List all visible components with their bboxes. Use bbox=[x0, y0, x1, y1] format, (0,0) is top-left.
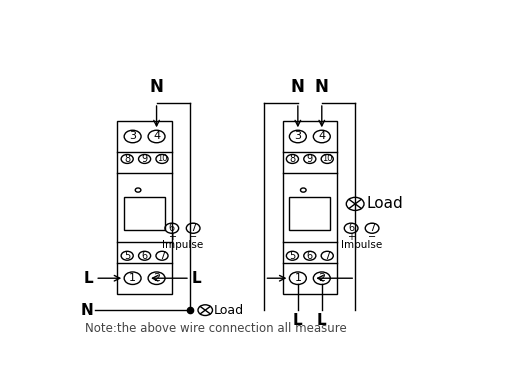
Text: 5: 5 bbox=[289, 251, 295, 261]
Text: Note:the above wire connection all measure: Note:the above wire connection all measu… bbox=[85, 322, 347, 334]
Text: 8: 8 bbox=[124, 154, 130, 164]
Text: 7: 7 bbox=[369, 223, 375, 233]
Text: 5: 5 bbox=[124, 251, 131, 261]
Text: +: + bbox=[347, 231, 355, 241]
Text: Impulse: Impulse bbox=[162, 240, 203, 250]
Text: Load: Load bbox=[214, 304, 244, 317]
Text: L: L bbox=[84, 271, 93, 286]
Text: 9: 9 bbox=[307, 154, 313, 164]
Text: 7: 7 bbox=[190, 223, 196, 233]
Text: N: N bbox=[315, 78, 329, 96]
Text: 3: 3 bbox=[294, 132, 302, 142]
Text: +: + bbox=[168, 231, 176, 241]
Text: 8: 8 bbox=[289, 154, 295, 164]
Text: N: N bbox=[291, 78, 305, 96]
Text: 6: 6 bbox=[307, 251, 313, 261]
Text: −: − bbox=[368, 231, 376, 241]
Text: 9: 9 bbox=[141, 154, 148, 164]
Text: N: N bbox=[150, 78, 163, 96]
Bar bbox=[283, 121, 337, 294]
Text: 7: 7 bbox=[324, 251, 330, 261]
Text: 7: 7 bbox=[159, 251, 165, 261]
Text: 2: 2 bbox=[318, 273, 326, 283]
Text: 10: 10 bbox=[157, 154, 167, 163]
Text: 6: 6 bbox=[141, 251, 148, 261]
Text: 10: 10 bbox=[322, 154, 332, 163]
Text: L: L bbox=[317, 313, 327, 327]
Text: 4: 4 bbox=[153, 132, 160, 142]
Text: L: L bbox=[192, 271, 202, 286]
Text: L: L bbox=[293, 313, 303, 327]
Text: 3: 3 bbox=[129, 132, 136, 142]
Bar bbox=[118, 121, 172, 294]
Text: 4: 4 bbox=[318, 132, 326, 142]
Text: −: − bbox=[189, 231, 197, 241]
Bar bbox=[289, 197, 331, 230]
Text: 2: 2 bbox=[153, 273, 160, 283]
Text: 6: 6 bbox=[168, 223, 175, 233]
Text: Impulse: Impulse bbox=[341, 240, 382, 250]
Text: N: N bbox=[81, 303, 93, 318]
Text: 6: 6 bbox=[348, 223, 354, 233]
Text: 1: 1 bbox=[129, 273, 136, 283]
Text: Load: Load bbox=[367, 196, 403, 211]
Bar bbox=[124, 197, 165, 230]
Text: 1: 1 bbox=[294, 273, 302, 283]
